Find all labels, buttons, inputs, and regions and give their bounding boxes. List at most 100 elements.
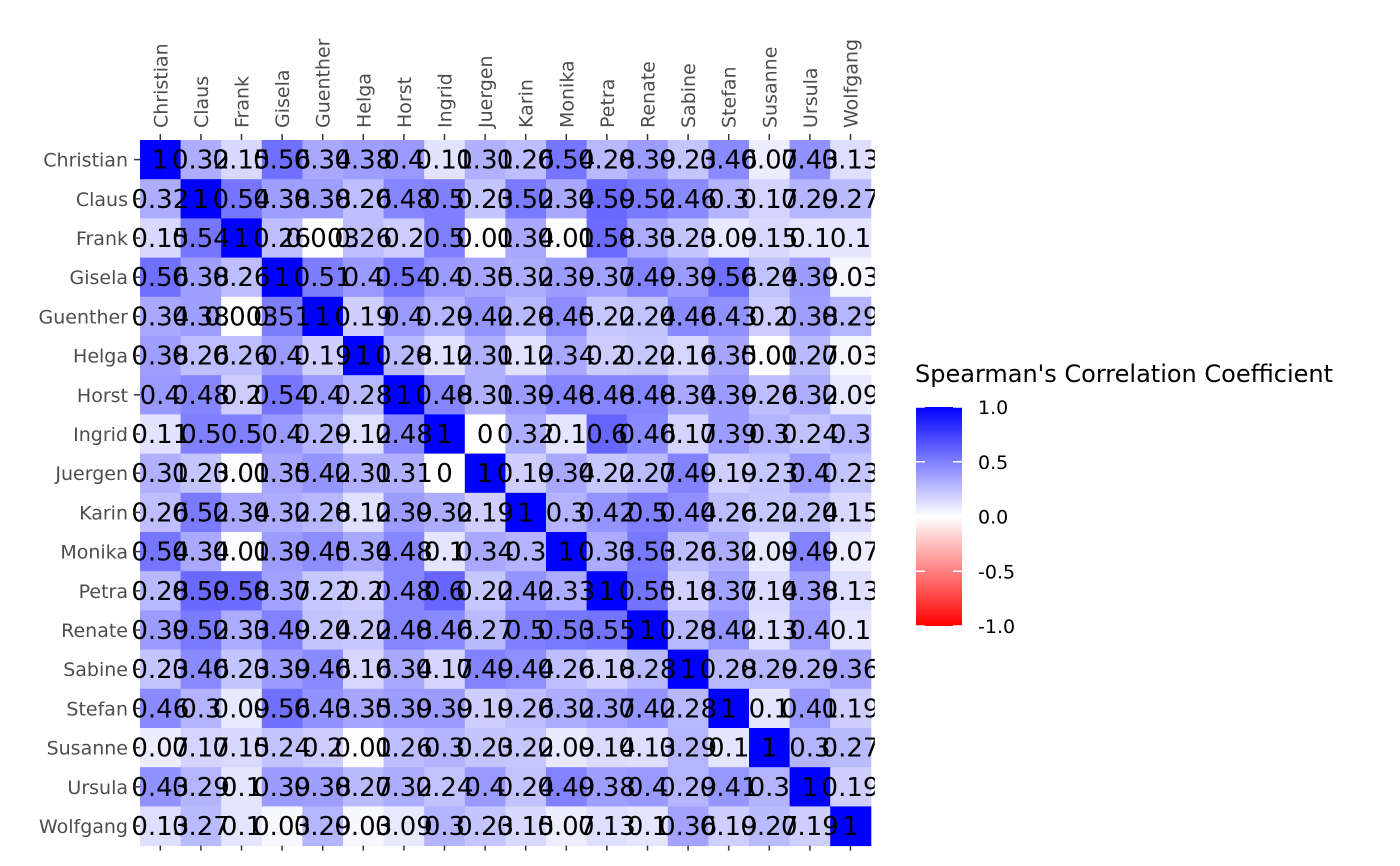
heatmap-cell-label: 0.13 — [131, 812, 189, 842]
heatmap-cell-label: 0.3 — [180, 694, 221, 724]
heatmap-cell — [586, 728, 628, 768]
heatmap-cell — [546, 649, 588, 690]
heatmap-cell-label: 0.4 — [261, 420, 302, 450]
heatmap-cell — [667, 179, 709, 219]
x-axis-tick-label: Stefan — [719, 66, 741, 128]
heatmap-cell-label: 0.48 — [375, 538, 433, 568]
heatmap-cell-label: 0.54 — [253, 381, 311, 411]
heatmap-cell — [180, 649, 222, 690]
heatmap-cell-label: 0.31 — [456, 381, 514, 411]
heatmap-cell — [424, 218, 466, 259]
heatmap-cell-label: 0.1 — [830, 224, 871, 254]
heatmap-cell — [830, 140, 872, 180]
heatmap-cell-label: 0.23 — [456, 734, 514, 764]
heatmap-cell — [586, 492, 628, 533]
heatmap-cell — [830, 453, 872, 494]
heatmap-cell-label: 0.2 — [221, 381, 262, 411]
heatmap-cell-label: 0.27 — [619, 459, 677, 489]
heatmap-cell — [424, 728, 466, 768]
heatmap-cell-label: 0.37 — [578, 263, 636, 293]
heatmap-cell-label: 0.38 — [172, 263, 230, 293]
heatmap-cell-label: 0.56 — [253, 694, 311, 724]
heatmap-cell-label: 0.23 — [740, 459, 798, 489]
heatmap-cell-label: 0.17 — [740, 185, 798, 215]
heatmap-cell — [180, 571, 222, 611]
heatmap-cell-label: 0.28 — [619, 655, 677, 685]
heatmap-cell — [261, 806, 303, 847]
heatmap-cell-label: 0.28 — [131, 577, 189, 607]
heatmap-cell — [383, 218, 425, 259]
heatmap-cell-label: 0.49 — [781, 538, 839, 568]
heatmap-cell-label: 1 — [802, 773, 819, 803]
heatmap-cell-label: 0.1 — [221, 773, 262, 803]
heatmap-cell — [708, 492, 750, 533]
heatmap-cell-label: 0.48 — [375, 616, 433, 646]
heatmap-cell-label: 0.11 — [131, 420, 189, 450]
heatmap-cell — [221, 257, 263, 298]
heatmap-cell — [627, 375, 669, 415]
heatmap-cell-label: 0.09 — [822, 381, 880, 411]
heatmap-cell-label: 0.52 — [497, 185, 555, 215]
heatmap-cell — [343, 688, 385, 729]
heatmap-cell — [424, 610, 466, 651]
heatmap-cell — [302, 453, 344, 494]
heatmap-cell — [343, 532, 385, 572]
heatmap-cell — [667, 336, 709, 376]
heatmap-cell-label: 0.37 — [253, 577, 311, 607]
heatmap-cell — [261, 218, 303, 259]
heatmap-cell-label: 0.23 — [172, 459, 230, 489]
heatmap-cell — [343, 492, 385, 533]
heatmap-cell-label: 0.32 — [131, 185, 189, 215]
y-axis-tick-label: Ursula — [67, 777, 128, 799]
heatmap-cell-label: 0.1 — [627, 812, 668, 842]
heatmap-cell-label: 0.17 — [659, 420, 717, 450]
heatmap-cell-label: 0.54 — [172, 224, 230, 254]
heatmap-cell-label: 0.4 — [261, 342, 302, 372]
heatmap-cell-label: 0.28 — [578, 146, 636, 176]
heatmap-cell — [586, 688, 628, 729]
heatmap-cell — [789, 453, 831, 494]
heatmap-cell — [464, 571, 506, 611]
heatmap-cell-label: 0.28 — [294, 498, 352, 528]
heatmap-cell-label: 0.13 — [822, 146, 880, 176]
heatmap-cell-label: 0.27 — [172, 812, 230, 842]
heatmap-cell-label: 0.48 — [375, 577, 433, 607]
heatmap-cell-label: 0.43 — [700, 302, 758, 332]
heatmap-cell-label: 0.32 — [172, 146, 230, 176]
heatmap-cell — [424, 492, 466, 533]
heatmap-cell-label: 0.28 — [700, 655, 758, 685]
heatmap-cell — [789, 571, 831, 611]
heatmap-cell — [180, 532, 222, 572]
heatmap-cell-label: 0.33 — [619, 224, 677, 254]
heatmap-cell — [546, 257, 588, 298]
heatmap-cell-label: 0.26 — [497, 694, 555, 724]
heatmap-cell — [749, 336, 791, 376]
heatmap-cell — [505, 414, 547, 455]
heatmap-cell — [140, 257, 182, 298]
heatmap-cell-label: 0.56 — [700, 263, 758, 293]
heatmap-cell — [546, 336, 588, 376]
heatmap-cell — [586, 649, 628, 690]
heatmap-cell — [708, 414, 750, 455]
heatmap-cell — [505, 688, 547, 729]
heatmap-cell — [627, 571, 669, 611]
heatmap-cell-label: 0.4 — [140, 381, 181, 411]
heatmap-cell — [830, 610, 872, 651]
heatmap-cell-label: 0.32 — [497, 263, 555, 293]
heatmap-cell-label: 0.26 — [497, 146, 555, 176]
heatmap-cell-label: 0.11 — [416, 146, 474, 176]
heatmap-cell-label: 0.36 — [659, 812, 717, 842]
heatmap-cell — [383, 649, 425, 690]
heatmap-cell-label: 0.01 — [334, 734, 392, 764]
heatmap-cell-label: 0.31 — [375, 459, 433, 489]
heatmap-cell-label: 0.18 — [578, 655, 636, 685]
heatmap-cell — [789, 532, 831, 572]
heatmap-cell — [749, 688, 791, 729]
heatmap-cell — [667, 532, 709, 572]
heatmap-cell-label: 0.46 — [172, 655, 230, 685]
heatmap-cell — [708, 610, 750, 651]
heatmap-cell-label: 0.46 — [416, 616, 474, 646]
x-axis-tick-label: Christian — [150, 43, 172, 128]
x-axis-tick-label: Frank — [232, 76, 254, 128]
